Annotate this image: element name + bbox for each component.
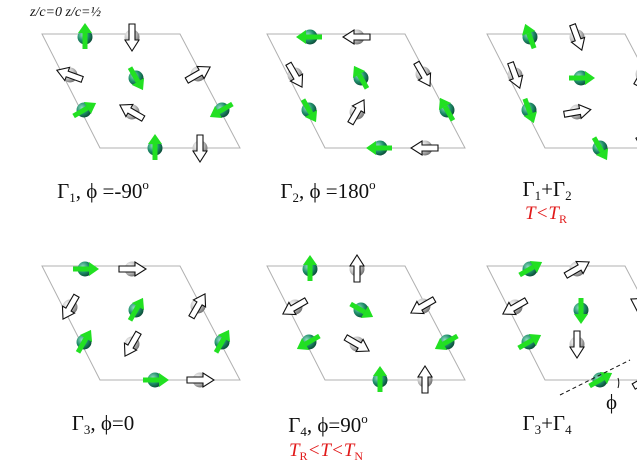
white-moment-arrow-icon (281, 297, 309, 316)
white-moment-arrow-icon (123, 23, 141, 53)
panel-caption-g1g2: Γ1+Γ2 (522, 177, 572, 203)
white-moment-arrow-icon (191, 134, 209, 164)
green-moment-arrow-icon (78, 23, 92, 49)
white-moment-arrow-icon (563, 103, 592, 120)
white-moment-arrow-icon (61, 293, 80, 321)
green-moment-arrow-icon (352, 65, 370, 90)
white-moment-arrow-icon (341, 28, 371, 46)
white-moment-arrow-icon (409, 296, 437, 315)
white-moment-arrow-icon (501, 297, 529, 316)
white-moment-arrow-icon (123, 330, 142, 358)
panel-g2 (266, 28, 466, 157)
white-moment-arrow-icon (184, 65, 212, 84)
white-moment-arrow-icon (55, 66, 84, 83)
green-moment-arrow-icon (73, 262, 99, 276)
unit-cell-outline (266, 33, 466, 149)
white-moment-arrow-icon (629, 297, 637, 316)
green-moment-arrow-icon (373, 366, 387, 392)
white-moment-arrow-icon (347, 98, 366, 126)
white-moment-arrow-icon (118, 103, 146, 122)
green-moment-arrow-icon (438, 97, 456, 122)
panel-caption-g3g4: Γ3+Γ4 (522, 411, 572, 437)
panel-g3 (41, 260, 241, 389)
panel-caption-g4: Γ4, ϕ=90o (288, 411, 368, 439)
green-moment-arrow-icon (300, 98, 318, 123)
green-moment-arrow-icon (569, 71, 595, 85)
phi-angle-arc (617, 377, 620, 389)
white-moment-arrow-icon (118, 260, 148, 278)
panel-caption-g1: Γ1, ϕ =-90o (57, 177, 149, 205)
unit-cell-outline (41, 33, 241, 149)
condition-low-t: T<TR (525, 203, 567, 226)
unit-cell-outline (486, 33, 637, 149)
phi-reference-dashed-line (559, 359, 631, 396)
green-moment-arrow-icon (303, 255, 317, 281)
white-moment-arrow-icon (409, 139, 439, 157)
white-moment-arrow-icon (416, 364, 434, 394)
green-moment-arrow-icon (148, 134, 162, 160)
green-moment-arrow-icon (296, 30, 322, 44)
panel-caption-g3: Γ3, ϕ=0 (71, 411, 135, 437)
green-moment-arrow-icon (591, 136, 609, 161)
green-moment-arrow-icon (366, 141, 392, 155)
green-moment-arrow-icon (296, 333, 321, 351)
white-moment-arrow-icon (568, 330, 586, 360)
white-moment-arrow-icon (569, 23, 586, 52)
z0-label: z/c=0 (30, 5, 62, 20)
green-moment-arrow-icon (143, 373, 169, 387)
green-moment-arrow-icon (522, 97, 537, 124)
green-moment-arrow-icon (349, 301, 374, 319)
green-moment-arrow-icon (127, 66, 145, 91)
white-moment-arrow-icon (186, 371, 216, 389)
white-moment-arrow-icon (285, 61, 304, 89)
unit-cell-outline (266, 265, 466, 381)
panel-g1g2 (486, 23, 637, 162)
white-moment-arrow-icon (343, 334, 371, 353)
phi-angle-label: ϕ (606, 390, 618, 414)
green-moment-arrow-icon (72, 101, 97, 119)
green-moment-arrow-icon (517, 333, 542, 351)
panel-g1 (41, 23, 241, 164)
atom-height-legend: z/c=0 z/c=½ (30, 5, 101, 21)
green-moment-arrow-icon (434, 333, 459, 351)
green-moment-arrow-icon (588, 371, 613, 389)
white-moment-arrow-icon (413, 60, 432, 88)
condition-mid-t: TR<T<TN (288, 440, 364, 463)
white-moment-arrow-icon (188, 292, 207, 320)
green-moment-arrow-icon (127, 297, 145, 322)
green-moment-arrow-icon (522, 23, 537, 50)
green-moment-arrow-icon (75, 329, 93, 354)
green-moment-arrow-icon (518, 260, 543, 278)
white-moment-arrow-icon (507, 61, 524, 90)
panel-g3g4 (486, 260, 637, 390)
zhalf-label: z/c=½ (65, 5, 102, 20)
panel-g4 (266, 253, 466, 394)
white-moment-arrow-icon (563, 260, 591, 279)
green-moment-arrow-icon (209, 101, 234, 119)
unit-cell-outline (486, 265, 637, 381)
green-moment-arrow-icon (213, 329, 231, 354)
unit-cell-outline (41, 265, 241, 381)
green-moment-arrow-icon (574, 298, 588, 324)
panel-caption-g2: Γ2, ϕ =180o (280, 177, 376, 205)
white-moment-arrow-icon (348, 253, 366, 283)
